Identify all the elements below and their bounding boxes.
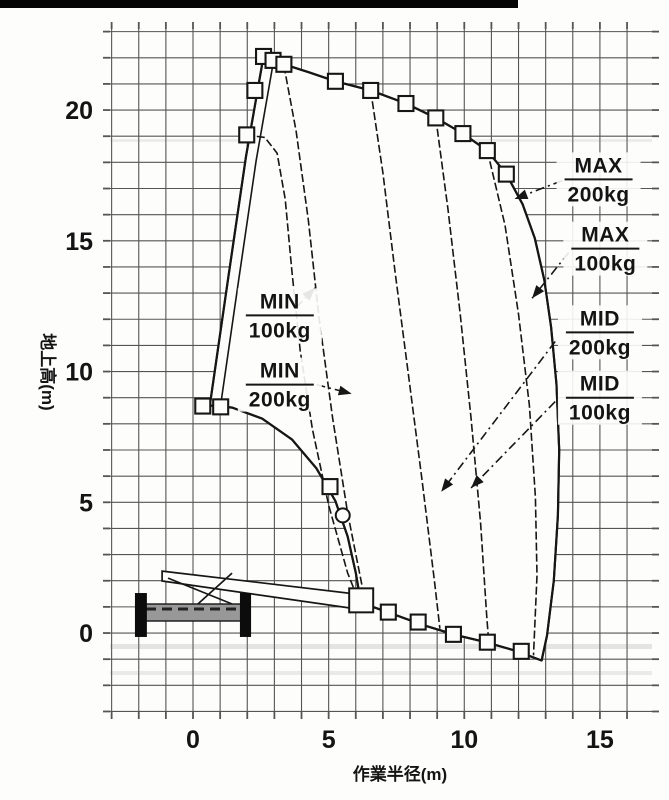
boom-up-limit-inner-line (219, 59, 275, 409)
label-capacity: 100kg (569, 402, 631, 425)
curve-boom-up-limit (208, 56, 265, 406)
section-joint-marker (427, 109, 445, 127)
range-label-max-100kg: MAX 100kg (531, 221, 648, 299)
section-joint-marker (326, 72, 344, 90)
label-boom-mode: MAX (574, 154, 622, 177)
label-capacity: 100kg (574, 253, 636, 276)
section-joint-marker (512, 642, 530, 660)
section-joint-marker (212, 398, 230, 416)
x-axis-title: 作業半径(m) (353, 764, 447, 784)
outrigger-left (134, 593, 147, 637)
y-axis-tick-label: 5 (79, 489, 93, 517)
outrigger-right (239, 593, 252, 637)
section-joint-marker (362, 81, 380, 99)
x-axis-tick-label: 10 (450, 726, 478, 754)
arrowhead-icon (337, 385, 352, 396)
section-joint-marker (321, 478, 339, 496)
section-joint-marker (275, 55, 293, 73)
curve-mid-100kg-curve (435, 117, 490, 642)
section-joint-marker (478, 142, 496, 160)
label-boom-mode: MIN (260, 360, 300, 383)
arrowhead-icon (514, 189, 529, 199)
y-axis-tick-label: 15 (65, 228, 93, 256)
section-joint-marker (397, 94, 415, 113)
arrowhead-icon (532, 285, 545, 299)
hook-marker (334, 507, 351, 524)
range-label-max-200kg: MAX 200kg (514, 152, 641, 207)
curve-max-200kg-curve (486, 150, 538, 656)
section-joint-marker (238, 126, 256, 144)
x-axis-tick-label: 0 (186, 726, 200, 754)
label-boom-mode: MID (580, 307, 620, 330)
label-boom-mode: MID (580, 373, 620, 396)
range-label-mid-200kg: MID 200kg (440, 305, 642, 493)
top-scan-bar (0, 0, 518, 8)
scan-smudge (110, 644, 652, 649)
label-boom-mode: MIN (260, 290, 300, 313)
curve-mid-200kg-curve (369, 90, 441, 629)
label-capacity: 200kg (569, 336, 631, 359)
section-joint-marker (379, 603, 397, 621)
label-capacity: 200kg (568, 183, 630, 206)
y-axis-tick-label: 0 (79, 620, 93, 648)
range-label-min-100kg: MIN 100kg (237, 287, 322, 343)
y-axis-tick-label: 20 (65, 97, 93, 125)
section-joint-marker (246, 81, 264, 99)
label-capacity: 200kg (249, 389, 311, 412)
section-joint-marker (454, 125, 472, 143)
y-axis-title: 地上高(m) (38, 333, 58, 410)
section-joint-marker (194, 397, 212, 415)
machine-body (141, 603, 244, 622)
scan-smudge (110, 671, 652, 675)
x-axis-tick-label: 15 (586, 726, 614, 754)
range-label-min-200kg: MIN 200kg (237, 357, 352, 412)
x-axis-tick-label: 5 (322, 726, 336, 754)
section-joint-marker (444, 625, 462, 643)
crane-machine (134, 570, 358, 637)
boom-head-marker (348, 587, 375, 614)
section-joint-marker (478, 633, 496, 651)
leader-line (470, 401, 556, 489)
leader-line (440, 341, 556, 493)
y-axis-tick-label: 10 (65, 359, 93, 387)
range-label-mid-100kg: MID 100kg (470, 370, 642, 489)
label-capacity: 100kg (249, 319, 311, 342)
a-frame-strut (167, 577, 233, 605)
section-joint-marker (409, 613, 427, 631)
a-frame-strut (197, 572, 233, 605)
label-boom-mode: MAX (581, 224, 629, 247)
arrowhead-icon (471, 475, 484, 488)
section-joint-marker (497, 165, 515, 183)
curve-min-100kg-curve (283, 65, 369, 606)
arrowhead-icon (441, 478, 454, 492)
leader-line (316, 383, 352, 395)
